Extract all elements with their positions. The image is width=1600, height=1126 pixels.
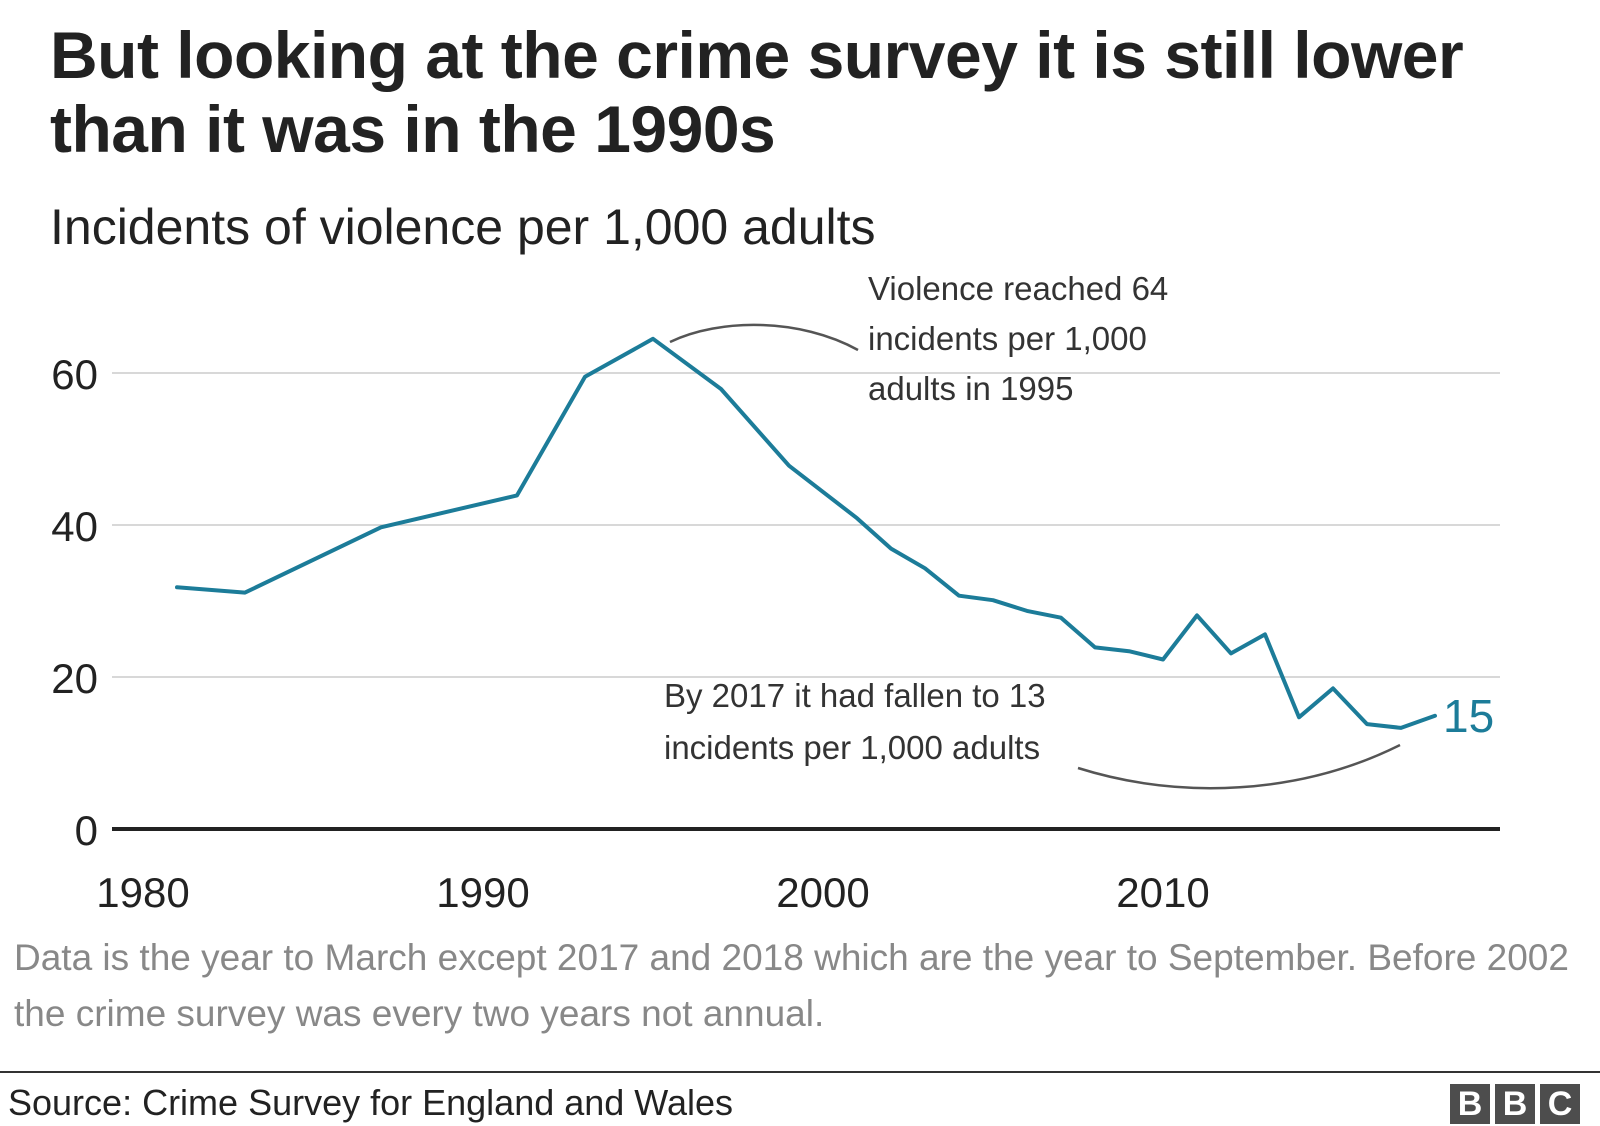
annotation-text-line: Violence reached 64 bbox=[868, 270, 1168, 307]
footer-divider bbox=[0, 1071, 1600, 1073]
x-axis-labels: 1980 1990 2000 2010 bbox=[96, 869, 1209, 916]
annotations: Violence reached 64 incidents per 1,000 ad… bbox=[664, 270, 1401, 790]
annotation-connector bbox=[669, 323, 859, 352]
bbc-logo: B B C bbox=[1450, 1084, 1580, 1124]
annotation-text-line: incidents per 1,000 bbox=[868, 320, 1147, 357]
x-tick-label: 1980 bbox=[96, 869, 189, 916]
chart-subtitle: Incidents of violence per 1,000 adults bbox=[50, 199, 876, 255]
annotation-text-line: incidents per 1,000 adults bbox=[664, 729, 1040, 766]
bbc-logo-letter: B bbox=[1450, 1084, 1490, 1124]
source-text: Source: Crime Survey for England and Wal… bbox=[8, 1082, 733, 1123]
annotation-text-line: adults in 1995 bbox=[868, 370, 1074, 407]
x-tick-label: 2000 bbox=[776, 869, 869, 916]
x-tick-label: 2010 bbox=[1116, 869, 1209, 916]
data-series: 15 bbox=[175, 336, 1494, 742]
y-axis-labels: 0 20 40 60 bbox=[51, 351, 98, 854]
x-tick-label: 1990 bbox=[436, 869, 529, 916]
y-tick-label: 0 bbox=[75, 807, 98, 854]
annotation-text-line: By 2017 it had fallen to 13 bbox=[664, 677, 1046, 714]
annotation-connector bbox=[1077, 743, 1401, 790]
gridlines bbox=[112, 372, 1500, 831]
series-line bbox=[175, 336, 1437, 730]
bbc-logo-letter: C bbox=[1540, 1084, 1580, 1124]
y-tick-label: 20 bbox=[51, 655, 98, 702]
line-chart: 0 20 40 60 1980 1990 2000 2010 15 Violence rea… bbox=[51, 270, 1500, 916]
data-note: Data is the year to March except 2017 an… bbox=[14, 937, 1569, 1034]
y-tick-label: 40 bbox=[51, 503, 98, 550]
end-value-label: 15 bbox=[1443, 690, 1494, 742]
y-tick-label: 60 bbox=[51, 351, 98, 398]
bbc-logo-letter: B bbox=[1495, 1084, 1535, 1124]
chart-title: But looking at the crime survey it is st… bbox=[50, 18, 1464, 166]
